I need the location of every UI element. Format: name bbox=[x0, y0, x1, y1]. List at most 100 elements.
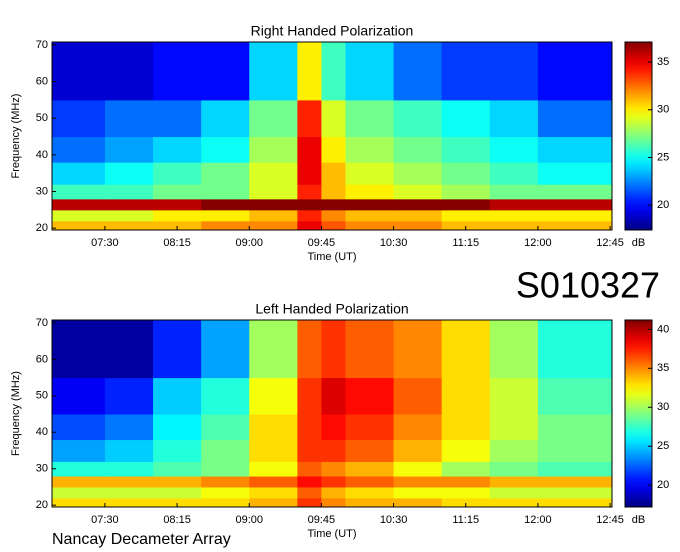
heatmap-cell bbox=[153, 476, 202, 488]
heatmap-cell bbox=[52, 184, 106, 200]
heatmap-cell bbox=[52, 198, 106, 211]
heatmap-cell bbox=[104, 414, 154, 441]
heatmap-cell bbox=[489, 476, 539, 488]
heatmap-cell bbox=[297, 162, 322, 185]
colorbar-label: dB bbox=[632, 514, 645, 526]
heatmap-cell bbox=[489, 220, 539, 231]
heatmap-cell bbox=[345, 461, 395, 477]
heatmap-cell bbox=[297, 42, 322, 101]
x-tick-label: 10:30 bbox=[380, 514, 408, 526]
heatmap-cell bbox=[321, 99, 346, 138]
heatmap-cell bbox=[104, 198, 154, 211]
heatmap-cell bbox=[345, 486, 395, 499]
heatmap-cell bbox=[201, 162, 250, 185]
heatmap-cell bbox=[104, 476, 154, 488]
heatmap-cell bbox=[393, 209, 443, 222]
heatmap-cell bbox=[537, 439, 613, 462]
heatmap-cell bbox=[249, 461, 298, 477]
chart-title: Left Handed Polarization bbox=[255, 301, 408, 317]
heatmap-cell bbox=[297, 320, 322, 379]
heatmap-cell bbox=[537, 461, 613, 477]
heatmap-cell bbox=[52, 136, 106, 163]
heatmap-cell bbox=[345, 377, 395, 415]
heatmap-cell bbox=[249, 184, 298, 200]
heatmap-cell bbox=[201, 414, 250, 441]
colorbar-label: dB bbox=[632, 237, 645, 249]
y-tick-label: 40 bbox=[36, 149, 48, 161]
heatmap-cell bbox=[201, 476, 250, 488]
heatmap-cell bbox=[345, 136, 395, 163]
y-tick-label: 60 bbox=[36, 353, 48, 365]
heatmap-cell bbox=[249, 486, 298, 499]
heatmap-cell bbox=[297, 439, 322, 462]
heatmap-cell bbox=[537, 220, 613, 231]
heatmap-cell bbox=[321, 209, 346, 222]
x-tick-label: 08:15 bbox=[163, 514, 191, 526]
y-tick-label: 40 bbox=[36, 426, 48, 438]
heatmap-cell bbox=[104, 439, 154, 462]
heatmap-cell bbox=[393, 320, 443, 379]
heatmap-cell bbox=[153, 461, 202, 477]
heatmap-cell bbox=[201, 209, 250, 222]
heatmap-cell bbox=[201, 320, 250, 379]
heatmap-cell bbox=[52, 162, 106, 185]
heatmap-cell bbox=[153, 486, 202, 499]
heatmap-cell bbox=[393, 162, 443, 185]
heatmap-cell bbox=[489, 209, 539, 222]
heatmap-cell bbox=[249, 320, 298, 379]
colorbar-tick-label: 35 bbox=[657, 362, 669, 374]
heatmap-cell bbox=[489, 439, 539, 462]
heatmap-cell bbox=[104, 162, 154, 185]
heatmap-cell bbox=[104, 320, 154, 379]
heatmap-cell bbox=[52, 377, 106, 415]
heatmap-cell bbox=[489, 414, 539, 441]
heatmap-cell bbox=[537, 184, 613, 200]
x-tick-label: 12:00 bbox=[524, 514, 552, 526]
heatmap-cell bbox=[321, 461, 346, 477]
heatmap-cell bbox=[153, 198, 202, 211]
heatmap-cell bbox=[537, 136, 613, 163]
colorbar-tick-label: 35 bbox=[657, 56, 669, 68]
heatmap-cell bbox=[249, 220, 298, 231]
heatmap-cell bbox=[393, 486, 443, 499]
heatmap-cell bbox=[345, 439, 395, 462]
heatmap-cell bbox=[249, 497, 298, 508]
x-tick-label: 09:45 bbox=[308, 237, 336, 249]
heatmap-cell bbox=[104, 461, 154, 477]
x-tick-label: 12:00 bbox=[524, 237, 552, 249]
heatmap-cell bbox=[537, 198, 613, 211]
plot-frame bbox=[51, 41, 613, 231]
x-tick-label: 09:00 bbox=[235, 514, 263, 526]
x-tick-label: 09:45 bbox=[308, 514, 336, 526]
colorbar-tick-label: 25 bbox=[657, 151, 669, 163]
colorbar bbox=[624, 319, 653, 508]
colorbar-tick-label: 20 bbox=[657, 479, 669, 491]
heatmap-cell bbox=[249, 209, 298, 222]
heatmap-cell bbox=[201, 184, 250, 200]
heatmap-cell bbox=[489, 42, 539, 101]
heatmap-cell bbox=[393, 414, 443, 441]
heatmap-cell bbox=[393, 220, 443, 231]
heatmap-cell bbox=[441, 461, 491, 477]
heatmap-cell bbox=[489, 377, 539, 415]
x-tick-label: 11:15 bbox=[452, 237, 479, 249]
heatmap-cell bbox=[489, 162, 539, 185]
heatmap-cell bbox=[321, 162, 346, 185]
x-tick-label: 09:00 bbox=[235, 237, 263, 249]
heatmap-cell bbox=[321, 198, 346, 211]
y-tick-label: 70 bbox=[36, 317, 48, 329]
heatmap-cell bbox=[441, 42, 491, 101]
heatmap-cell bbox=[393, 461, 443, 477]
heatmap-cell bbox=[321, 414, 346, 441]
heatmap-cell bbox=[441, 184, 491, 200]
heatmap-cell bbox=[297, 461, 322, 477]
heatmap-cell bbox=[52, 461, 106, 477]
heatmap-cell bbox=[297, 184, 322, 200]
heatmap-cell bbox=[201, 377, 250, 415]
y-tick-label: 30 bbox=[36, 463, 48, 475]
heatmap-cell bbox=[441, 439, 491, 462]
heatmap-cell bbox=[321, 136, 346, 163]
heatmap-cell bbox=[345, 320, 395, 379]
heatmap-cell bbox=[441, 476, 491, 488]
